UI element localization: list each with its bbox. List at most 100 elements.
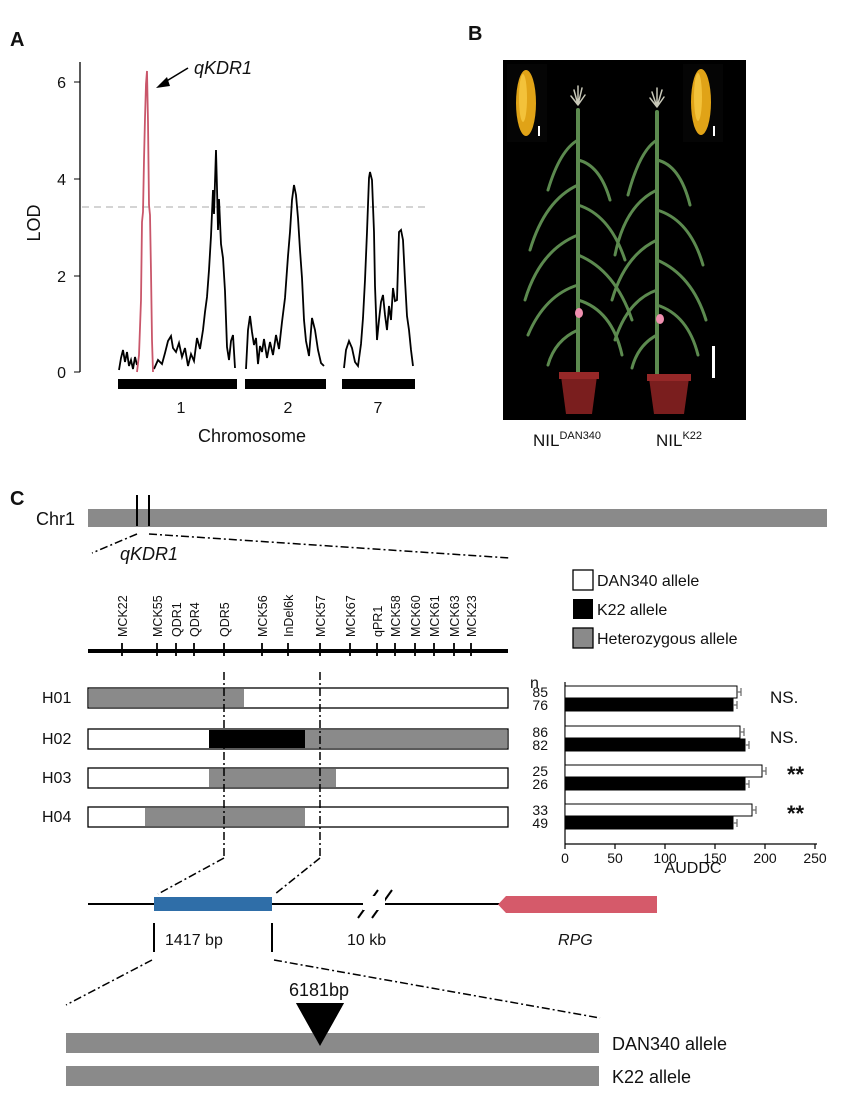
x-tick-label: 100 — [653, 850, 677, 866]
candidate-segment-box — [154, 897, 272, 911]
flower-pot — [561, 376, 597, 414]
y-tick-label: 0 — [57, 365, 66, 382]
y-tick-label: 2 — [57, 269, 66, 286]
marker-label: MCK58 — [389, 595, 403, 637]
y-tick-label: 4 — [57, 172, 66, 189]
qkdr1-region-label: qKDR1 — [120, 544, 178, 564]
panel-a-label: A — [10, 29, 24, 51]
allele-legend: DAN340 allele K22 allele Heterozygous al… — [572, 569, 738, 649]
n-count: 33 — [532, 802, 548, 818]
dan340-allele-label: DAN340 allele — [612, 1034, 727, 1054]
auddc-bar — [564, 685, 738, 699]
flower-pot-rim — [559, 372, 599, 379]
zoom-line — [274, 857, 321, 895]
marker-label: MCK61 — [428, 595, 442, 637]
legend-label: K22 allele — [597, 602, 667, 619]
rpg-gene-label: RPG — [558, 932, 593, 949]
n-count: 25 — [532, 763, 548, 779]
flower-pot — [649, 378, 689, 414]
haplotype-h04: H04 — [42, 806, 509, 828]
x-tick-label: 50 — [607, 850, 623, 866]
haplotype-label: H02 — [42, 731, 71, 748]
plant-tag — [656, 314, 664, 324]
panel-a: A 0 2 4 6 LOD 1 2 7 Chromosome qKDR1 — [10, 29, 428, 446]
legend-label: DAN340 allele — [597, 573, 699, 590]
gene-structure: 1417 bp 10 kb RPG — [65, 889, 657, 1019]
zoom-line — [157, 857, 225, 895]
nil-k22-label: NILK22 — [656, 430, 702, 450]
auddc-bar — [564, 698, 734, 712]
chr1-label: Chr1 — [36, 509, 75, 529]
haplotype-label: H01 — [42, 690, 71, 707]
auddc-bar — [564, 777, 746, 791]
panel-c-label: C — [10, 488, 24, 510]
chr1-bar — [88, 509, 827, 527]
auddc-bar — [564, 738, 746, 752]
k22-allele-label: K22 allele — [612, 1067, 691, 1087]
k22-allele-bar — [66, 1066, 599, 1086]
segment-length-label: 1417 bp — [165, 932, 223, 949]
haplotype-h03: H03 — [42, 767, 509, 789]
marker-label: MCK56 — [256, 595, 270, 637]
haplotype-h01: H01 — [42, 687, 509, 709]
panel-b: B — [468, 23, 746, 450]
insertion-triangle-overlay — [296, 1003, 344, 1046]
x-tick-label: 250 — [803, 850, 827, 866]
lod-trace-chr2 — [245, 184, 325, 370]
n-count: 82 — [532, 737, 548, 753]
marker-label: QDR1 — [170, 602, 184, 637]
corn-cob-image-2 — [683, 64, 723, 142]
significance-label: NS. — [770, 688, 798, 707]
auddc-bar — [564, 764, 763, 778]
significance-label: ** — [787, 762, 805, 787]
plant-tag — [575, 308, 583, 318]
lod-trace-chr1 — [118, 149, 236, 371]
significance-label: NS. — [770, 728, 798, 747]
marker-label: MCK55 — [151, 595, 165, 637]
chromosome-bar-7 — [342, 379, 415, 389]
zoom-line — [148, 533, 511, 559]
marker-label: MCK57 — [314, 595, 328, 637]
marker-label: MCK67 — [344, 595, 358, 637]
y-tick-label: 6 — [57, 75, 66, 92]
allele-comparison: 6181bp DAN340 allele K22 allele — [66, 980, 727, 1087]
x-tick-label: 0 — [561, 850, 569, 866]
n-header: n — [530, 675, 539, 692]
marker-label: MCK60 — [409, 595, 423, 637]
haplotype-label: H04 — [42, 809, 71, 826]
marker-ticks — [121, 643, 472, 656]
lod-peak-qkdr1 — [136, 70, 154, 373]
legend-swatch-heterozygous — [572, 627, 594, 649]
marker-label: MCK22 — [116, 595, 130, 637]
n-count: 49 — [532, 815, 548, 831]
zoom-line — [65, 959, 153, 1006]
x-tick-label: 200 — [753, 850, 777, 866]
n-count: 76 — [532, 697, 548, 713]
nil-dan340-label: NILDAN340 — [533, 430, 601, 450]
chromosome-bar-1 — [118, 379, 237, 389]
dan340-allele-bar — [66, 1033, 599, 1053]
legend-swatch-k22 — [573, 599, 593, 619]
x-tick-label: 150 — [703, 850, 727, 866]
marker-label: QDR4 — [188, 602, 202, 637]
legend-label: Heterozygous allele — [597, 631, 738, 648]
marker-label: QDR5 — [218, 602, 232, 637]
zoom-line — [273, 959, 601, 1019]
lod-y-axis-label: LOD — [24, 204, 44, 241]
auddc-bar — [564, 725, 741, 739]
marker-label: MCK23 — [465, 595, 479, 637]
n-count: 26 — [532, 776, 548, 792]
chromosome-label-7: 7 — [374, 400, 383, 417]
maize-plant-nil-dan340 — [523, 85, 634, 382]
legend-swatch-dan340 — [572, 569, 594, 591]
maize-plant-nil-k22 — [610, 87, 708, 382]
gap-length-label: 10 kb — [347, 932, 386, 949]
insertion-label: 6181bp — [289, 980, 349, 1000]
qkdr1-peak-label: qKDR1 — [194, 58, 252, 78]
auddc-bar — [564, 803, 753, 817]
scale-bar — [712, 346, 715, 378]
chromosome-label-2: 2 — [284, 400, 293, 417]
marker-label: InDel6k — [282, 594, 296, 637]
n-count: 85 — [532, 684, 548, 700]
